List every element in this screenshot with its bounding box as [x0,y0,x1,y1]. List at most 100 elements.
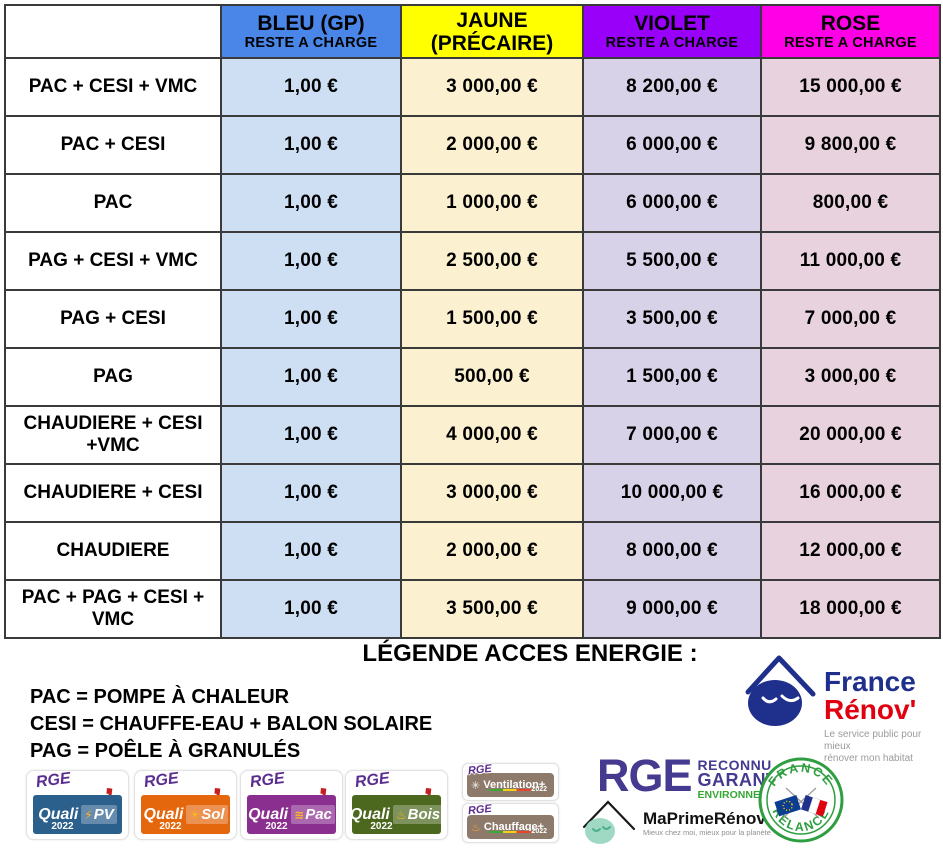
row-label: PAG + CESI + VMC [4,231,222,291]
cell-rose: 18 000,00 € [760,579,941,639]
logo-rge-reconnu-garant: RGE RECONNU GARANT ENVIRONNEMENT [597,750,790,802]
legend-title: LÉGENDE ACCES ENERGIE : [362,640,698,667]
fan-icon: ✳ [471,779,481,792]
logo-rge-qualipac: RGE , Quali ≋ Pac 2022 [240,761,343,840]
column-title: ROSE [820,12,881,35]
row-label: CHAUDIERE + CESI +VMC [4,405,222,465]
rge-word-garant: GARANT [697,770,778,790]
cell-rose: 15 000,00 € [760,57,941,117]
cell-jaune: 4 000,00 € [400,405,584,465]
cell-violet: 9 000,00 € [582,579,762,639]
reste-a-charge-table: BLEU (GP) RESTE A CHARGE JAUNE (PRÉCAIRE… [4,4,941,639]
column-subtitle: RESTE A CHARGE [605,35,739,51]
quali-brand: Quali [38,805,79,823]
cell-jaune: 2 500,00 € [400,231,584,291]
table-row: PAC + CESI + VMC 1,00 € 3 000,00 € 8 200… [4,57,941,117]
column-subtitle: (PRÉCAIRE) [430,31,554,55]
quali-year: 2022 [51,821,74,832]
cell-bleu: 1,00 € [220,347,402,407]
rge-label: RGE [35,769,72,792]
legend-item-pag: PAG = POÊLE À GRANULÉS [30,740,301,762]
rge-label: RGE [467,802,493,818]
column-header-jaune: JAUNE (PRÉCAIRE) [400,4,584,59]
cell-bleu: 1,00 € [220,115,402,175]
column-subtitle: RESTE A CHARGE [784,35,917,51]
table-row: PAG + CESI 1,00 € 1 500,00 € 3 500,00 € … [4,289,941,349]
column-header-rose: ROSE RESTE A CHARGE [760,4,941,59]
table-row: PAG + CESI + VMC 1,00 € 2 500,00 € 5 500… [4,231,941,291]
logo-rge-qualisol: RGE , Quali ☀ Sol 2022 [134,761,237,840]
cell-jaune: 3 000,00 € [400,463,584,523]
crossed-flags-icon [774,787,828,819]
corner-cell [4,4,222,59]
rge-label: RGE [249,769,286,792]
legend-item-pac: PAC = POMPE À CHALEUR [30,686,290,708]
cell-violet: 8 200,00 € [582,57,762,117]
table-row: CHAUDIERE + CESI 1,00 € 3 000,00 € 10 00… [4,463,941,523]
rge-label: RGE [354,769,391,792]
cell-violet: 5 500,00 € [582,231,762,291]
cell-rose: 3 000,00 € [760,347,941,407]
legend-item-cesi: CESI = CHAUFFE-EAU + BALON SOLAIRE [30,713,433,735]
logo-rge-chauffage-plus: RGE ♨ Chauffage+ 2022 [462,803,559,843]
maprimerenov-tagline: Mieux chez moi, mieux pour la planète [643,828,771,837]
row-label: CHAUDIERE + CESI [4,463,222,523]
cell-violet: 10 000,00 € [582,463,762,523]
rge-label: RGE [467,762,493,778]
column-title: VIOLET [634,12,710,35]
cell-rose: 11 000,00 € [760,231,941,291]
quali-suffix: Pac [305,806,332,823]
cell-jaune: 3 000,00 € [400,57,584,117]
rge-word-reconnu: RECONNU [697,757,772,773]
quali-suffix: Bois [407,806,441,823]
quali-brand: Quali [248,805,289,823]
table-row: PAC 1,00 € 1 000,00 € 6 000,00 € 800,00 … [4,173,941,233]
cell-rose: 12 000,00 € [760,521,941,581]
quali-brand: Quali [349,805,390,823]
row-label: PAG [4,347,222,407]
cell-bleu: 1,00 € [220,289,402,349]
quali-suffix: Sol [201,806,225,823]
quali-year: 2022 [159,821,182,832]
color-stripes [489,789,531,791]
table-row: PAG 1,00 € 500,00 € 1 500,00 € 3 000,00 … [4,347,941,407]
plus-card-label: Ventilation+ [483,779,546,791]
cell-bleu: 1,00 € [220,405,402,465]
logo-france-renov: France Rénov' Le service public pour mie… [742,650,940,765]
cell-rose: 20 000,00 € [760,405,941,465]
france-renov-tagline-1: Le service public pour mieux [824,729,922,752]
cell-bleu: 1,00 € [220,463,402,523]
logo-rge-qualibois: RGE , Quali ♨ Bois 2022 [345,761,448,840]
house-mascot-icon [580,797,638,850]
house-mascot-icon [742,650,818,765]
table-row: CHAUDIERE 1,00 € 2 000,00 € 8 000,00 € 1… [4,521,941,581]
row-label: PAC + PAG + CESI + VMC [4,579,222,639]
flame-icon: ♨ [471,821,481,834]
logo-maprimerenov: MaPrimeRénov' Mieux chez moi, mieux pour… [580,797,771,850]
cell-rose: 9 800,00 € [760,115,941,175]
plus-card-label: Chauffage+ [483,821,545,833]
table-row: PAC + PAG + CESI + VMC 1,00 € 3 500,00 €… [4,579,941,639]
lightning-icon: ⚡ [84,807,93,822]
rge-acronym: RGE [597,750,693,801]
flame-icon: ♨ [395,807,407,822]
cell-rose: 7 000,00 € [760,289,941,349]
cell-violet: 3 500,00 € [582,289,762,349]
cell-violet: 8 000,00 € [582,521,762,581]
cell-jaune: 3 500,00 € [400,579,584,639]
sun-icon: ☀ [189,807,201,822]
logo-rge-qualipv: RGE , Quali ⚡ PV 2022 [26,761,129,840]
row-label: PAC + CESI [4,115,222,175]
column-header-bleu: BLEU (GP) RESTE A CHARGE [220,4,402,59]
france-renov-name-line2: Rénov' [824,694,917,725]
maprimerenov-name: MaPrimeRénov' [643,809,770,828]
cell-bleu: 1,00 € [220,173,402,233]
header-row: BLEU (GP) RESTE A CHARGE JAUNE (PRÉCAIRE… [4,4,941,59]
row-label: CHAUDIERE [4,521,222,581]
france-renov-name-line1: France [824,666,916,697]
cell-bleu: 1,00 € [220,231,402,291]
waves-icon: ≋ [294,807,305,822]
row-label: PAC + CESI + VMC [4,57,222,117]
quali-year: 2022 [265,821,288,832]
row-label: PAC [4,173,222,233]
